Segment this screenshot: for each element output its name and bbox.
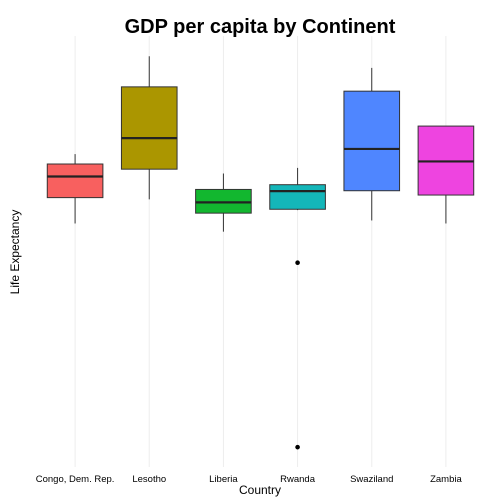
x-tick-label: Swaziland	[350, 474, 393, 485]
x-tick-label: Rwanda	[280, 474, 316, 485]
x-tick-label: Liberia	[209, 474, 238, 485]
box-rect	[120, 86, 178, 170]
box-2	[195, 173, 252, 232]
outlier-point	[295, 444, 300, 450]
box-rect	[46, 163, 104, 199]
y-axis-label: Life Expectancy	[8, 210, 22, 295]
x-tick-label: Zambia	[430, 474, 462, 485]
box-rect	[269, 184, 326, 210]
chart-title: GDP per capita by Continent	[125, 16, 396, 38]
box-rect	[343, 90, 401, 192]
x-tick-labels: Congo, Dem. Rep. Lesotho Liberia Rwanda Swaz…	[36, 474, 463, 485]
box-1	[120, 56, 178, 200]
outlier-point	[295, 260, 300, 266]
box-3	[269, 167, 326, 450]
box-4	[343, 67, 401, 221]
x-axis-label: Country	[239, 483, 281, 497]
box-0	[46, 154, 104, 224]
box-layer	[46, 56, 475, 450]
x-tick-label: Lesotho	[132, 474, 166, 485]
box-5	[417, 125, 475, 224]
x-tick-label: Congo, Dem. Rep.	[36, 474, 115, 485]
